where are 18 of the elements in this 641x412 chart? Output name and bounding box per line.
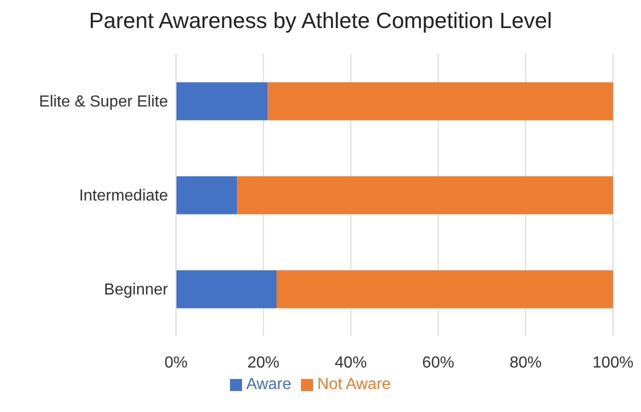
x-tick-label: 80%	[510, 354, 542, 372]
bar	[176, 270, 277, 308]
bar	[176, 176, 238, 214]
x-tick-label: 60%	[422, 354, 454, 372]
x-tick-label: 40%	[334, 354, 367, 372]
x-tick-label: 0%	[164, 354, 188, 372]
bar	[176, 82, 268, 120]
legend-label: Aware	[246, 376, 292, 393]
x-tick-label: 100%	[592, 354, 634, 372]
x-tick-label: 20%	[247, 354, 280, 372]
chart-title: Parent Awareness by Athlete Competition Level	[88, 8, 554, 35]
y-tick-label: Intermediate	[79, 188, 168, 205]
legend-label: Not Aware	[317, 376, 391, 393]
y-tick-label: Beginner	[104, 282, 169, 299]
bar	[237, 176, 613, 214]
bar	[268, 82, 613, 120]
y-tick-label: Elite & Super Elite	[39, 94, 168, 111]
bar	[276, 270, 613, 308]
